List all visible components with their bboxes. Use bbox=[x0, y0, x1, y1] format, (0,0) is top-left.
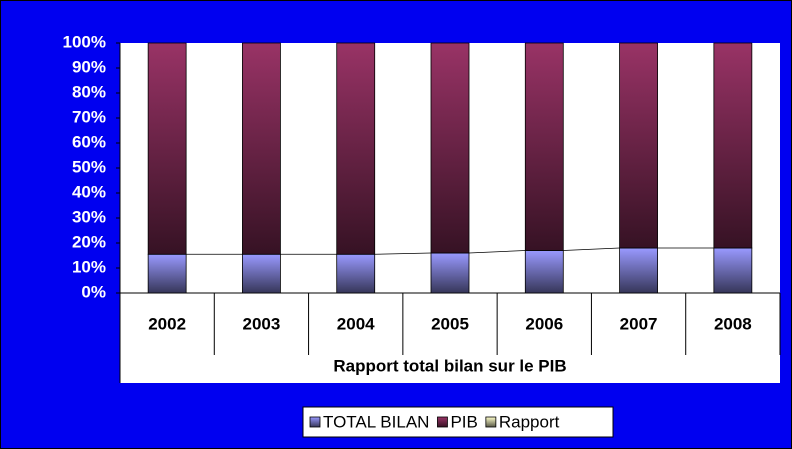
bar bbox=[147, 42, 187, 255]
legend-label: Rapport bbox=[499, 412, 560, 431]
x-tick-label: 2007 bbox=[620, 314, 658, 333]
y-tick-label: 10% bbox=[72, 257, 106, 276]
y-tick-label: 70% bbox=[72, 107, 106, 126]
legend bbox=[302, 406, 614, 438]
series-line bbox=[563, 247, 620, 251]
bar bbox=[147, 253, 187, 294]
y-tick-label: 30% bbox=[72, 207, 106, 226]
y-tick-label: 50% bbox=[72, 157, 106, 176]
bar bbox=[713, 247, 753, 294]
x-tick-label: 2006 bbox=[525, 314, 563, 333]
bar bbox=[619, 247, 658, 294]
legend-label: TOTAL BILAN bbox=[323, 412, 429, 431]
y-tick-label: 40% bbox=[72, 182, 106, 201]
x-tick-label: 2008 bbox=[714, 314, 752, 333]
y-tick-label: 60% bbox=[72, 132, 106, 151]
bar bbox=[336, 42, 376, 255]
bar bbox=[524, 42, 564, 251]
bar bbox=[430, 252, 470, 294]
x-tick-label: 2004 bbox=[337, 314, 375, 333]
bar bbox=[242, 42, 281, 255]
group-label: Rapport total bilan sur le PIB bbox=[333, 356, 566, 375]
bar bbox=[242, 253, 281, 294]
y-tick-label: 0% bbox=[81, 282, 106, 301]
bar bbox=[336, 253, 376, 294]
bar bbox=[430, 42, 470, 254]
bar bbox=[524, 250, 564, 294]
legend-swatch bbox=[309, 416, 321, 428]
y-tick-label: 80% bbox=[72, 82, 106, 101]
series-line bbox=[468, 250, 526, 254]
x-tick-label: 2005 bbox=[431, 314, 469, 333]
bar bbox=[713, 42, 753, 249]
series-line bbox=[374, 252, 432, 255]
x-tick-label: 2003 bbox=[243, 314, 281, 333]
x-tick-label: 2002 bbox=[148, 314, 186, 333]
bar bbox=[619, 42, 658, 249]
legend-swatch bbox=[485, 416, 497, 428]
legend-label: PIB bbox=[450, 412, 477, 431]
y-tick-label: 90% bbox=[72, 57, 106, 76]
y-tick-label: 20% bbox=[72, 232, 106, 251]
y-tick-label: 100% bbox=[63, 32, 106, 51]
legend-swatch bbox=[437, 416, 448, 428]
